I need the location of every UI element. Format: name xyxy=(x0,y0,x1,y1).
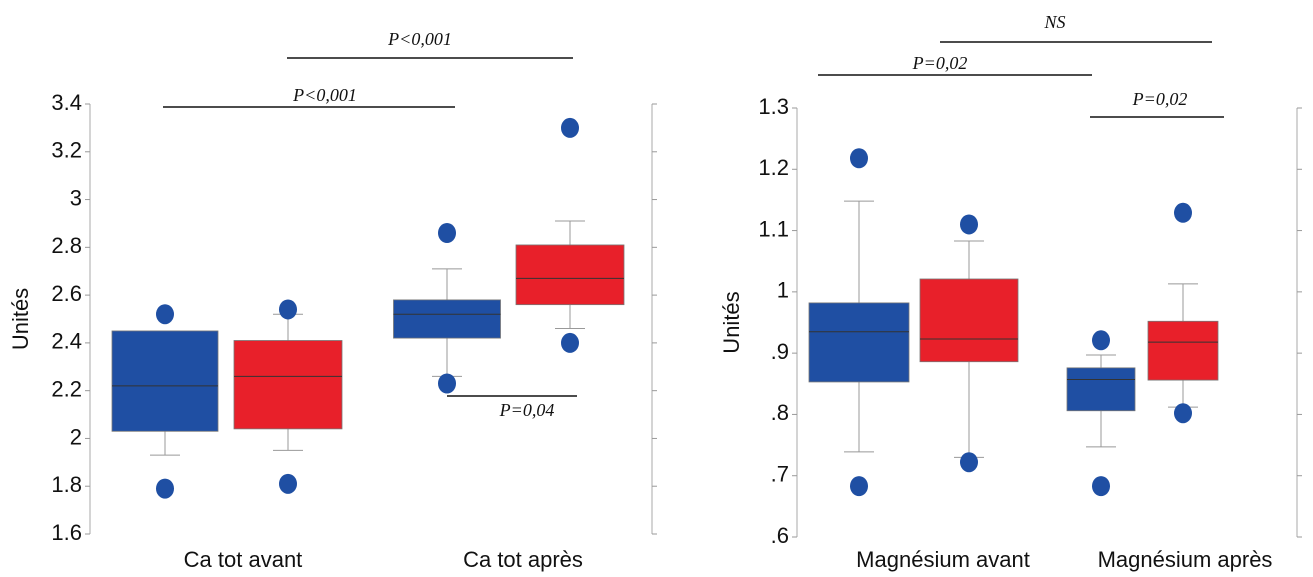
outlier xyxy=(438,223,456,243)
whisker xyxy=(432,338,462,377)
x-tick-label: Ca tot après xyxy=(463,547,583,572)
box xyxy=(393,299,501,339)
outlier xyxy=(279,299,297,320)
outlier xyxy=(279,473,297,494)
y-tick-label: .6 xyxy=(771,523,789,548)
y-tick-label: .9 xyxy=(771,339,789,364)
outlier xyxy=(1174,202,1192,223)
outlier xyxy=(561,117,579,138)
whisker xyxy=(150,431,180,456)
box xyxy=(1147,320,1219,381)
whisker xyxy=(432,268,462,300)
annotation: P=0,02 xyxy=(912,53,968,73)
whisker xyxy=(273,428,303,451)
outlier xyxy=(850,148,868,169)
outlier xyxy=(156,478,174,499)
annotation: NS xyxy=(1043,12,1065,32)
y-tick-label: .7 xyxy=(771,462,789,487)
y-tick-label: .8 xyxy=(771,400,789,425)
outlier xyxy=(438,373,456,394)
x-tick-label: Magnésium après xyxy=(1098,547,1273,572)
box xyxy=(919,278,1019,363)
y-tick-label: 1.3 xyxy=(758,94,789,119)
y-tick-label: 3 xyxy=(70,185,82,210)
outlier xyxy=(1092,330,1110,351)
x-tick-label: Magnésium avant xyxy=(856,547,1030,572)
annotation: P=0,02 xyxy=(1132,89,1188,109)
whisker xyxy=(954,361,984,458)
outlier xyxy=(561,332,579,353)
outlier xyxy=(960,452,978,473)
y-axis-label: Unités xyxy=(719,291,744,353)
whisker xyxy=(844,200,874,303)
y-tick-label: 3.4 xyxy=(51,90,82,115)
y-tick-label: 3.2 xyxy=(51,138,82,163)
outlier xyxy=(156,304,174,325)
y-tick-label: 1 xyxy=(777,278,789,303)
annotation: P<0,001 xyxy=(387,29,452,49)
whisker xyxy=(844,381,874,453)
outlier xyxy=(960,214,978,235)
whisker xyxy=(1086,410,1116,448)
whisker xyxy=(1168,283,1198,322)
y-tick-label: 1.2 xyxy=(758,155,789,180)
y-tick-label: 2.6 xyxy=(51,281,82,306)
y-tick-label: 2.4 xyxy=(51,329,82,354)
y-tick-label: 1.6 xyxy=(51,520,82,545)
whisker xyxy=(1168,380,1198,408)
outlier xyxy=(1174,403,1192,424)
y-tick-label: 1.1 xyxy=(758,216,789,241)
whisker xyxy=(954,240,984,279)
box xyxy=(233,340,343,430)
whisker xyxy=(555,220,585,245)
y-tick-label: 2.8 xyxy=(51,233,82,258)
annotation: P<0,001 xyxy=(292,85,357,105)
box xyxy=(1066,367,1136,412)
box xyxy=(111,330,219,432)
box xyxy=(515,244,625,306)
whisker xyxy=(555,304,585,330)
y-tick-label: 2.2 xyxy=(51,376,82,401)
y-tick-label: 2 xyxy=(70,424,82,449)
annotation: P=0,04 xyxy=(499,400,555,420)
x-tick-label: Ca tot avant xyxy=(184,547,303,572)
box xyxy=(808,302,910,383)
outlier xyxy=(1092,476,1110,497)
outlier xyxy=(850,476,868,497)
y-axis-label: Unités xyxy=(8,288,33,350)
whisker xyxy=(1086,354,1116,368)
y-tick-label: 1.8 xyxy=(51,472,82,497)
